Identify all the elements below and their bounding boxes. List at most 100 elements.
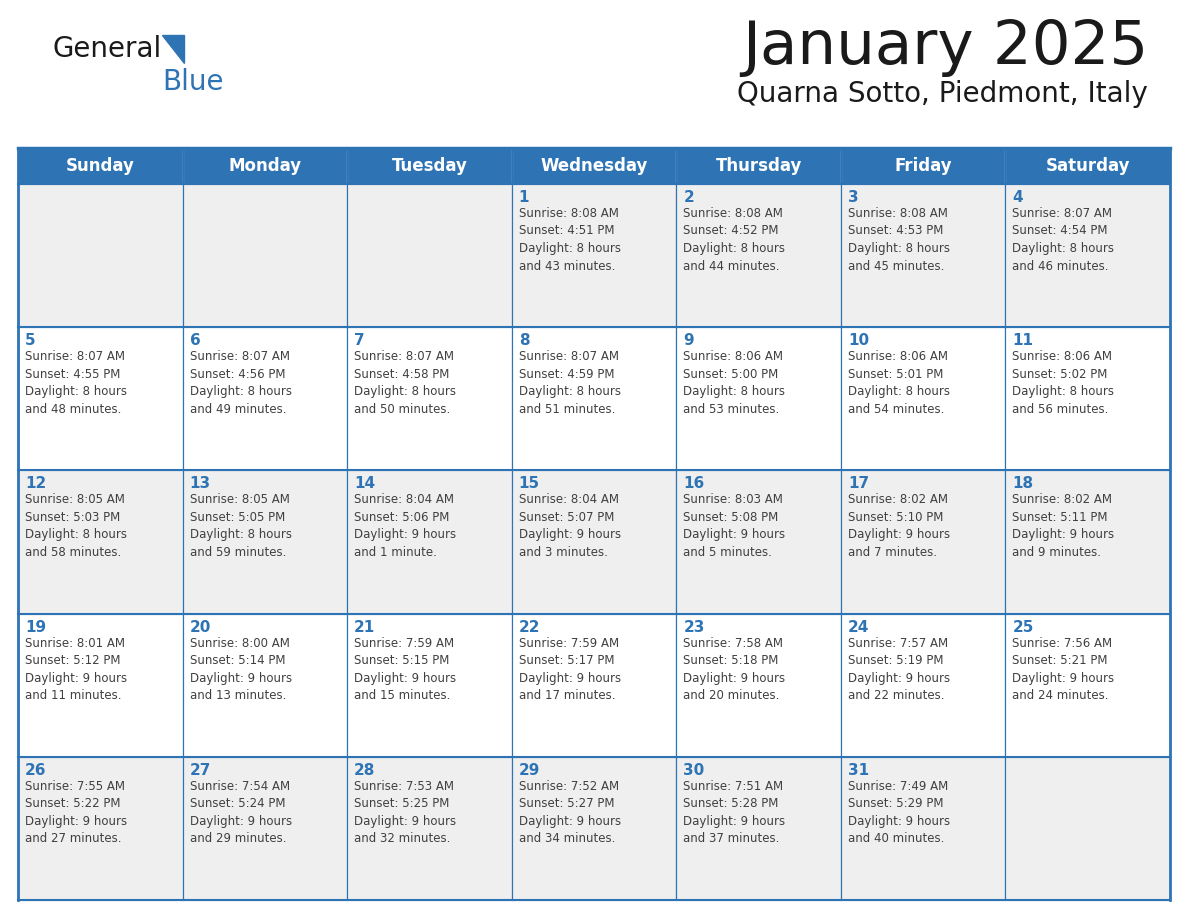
- Text: 4: 4: [1012, 190, 1023, 205]
- Text: Sunrise: 7:58 AM
Sunset: 5:18 PM
Daylight: 9 hours
and 20 minutes.: Sunrise: 7:58 AM Sunset: 5:18 PM Dayligh…: [683, 636, 785, 702]
- Text: Sunrise: 8:08 AM
Sunset: 4:51 PM
Daylight: 8 hours
and 43 minutes.: Sunrise: 8:08 AM Sunset: 4:51 PM Dayligh…: [519, 207, 620, 273]
- Text: Sunrise: 8:08 AM
Sunset: 4:53 PM
Daylight: 8 hours
and 45 minutes.: Sunrise: 8:08 AM Sunset: 4:53 PM Dayligh…: [848, 207, 950, 273]
- Bar: [1005, 327, 1170, 470]
- Text: Sunrise: 8:08 AM
Sunset: 4:52 PM
Daylight: 8 hours
and 44 minutes.: Sunrise: 8:08 AM Sunset: 4:52 PM Dayligh…: [683, 207, 785, 273]
- Text: 18: 18: [1012, 476, 1034, 491]
- Bar: [347, 756, 512, 900]
- Bar: [18, 756, 183, 900]
- Text: Sunrise: 8:03 AM
Sunset: 5:08 PM
Daylight: 9 hours
and 5 minutes.: Sunrise: 8:03 AM Sunset: 5:08 PM Dayligh…: [683, 493, 785, 559]
- Text: 11: 11: [1012, 333, 1034, 348]
- Text: Sunrise: 8:04 AM
Sunset: 5:07 PM
Daylight: 9 hours
and 3 minutes.: Sunrise: 8:04 AM Sunset: 5:07 PM Dayligh…: [519, 493, 621, 559]
- Text: Sunrise: 8:04 AM
Sunset: 5:06 PM
Daylight: 9 hours
and 1 minute.: Sunrise: 8:04 AM Sunset: 5:06 PM Dayligh…: [354, 493, 456, 559]
- Text: Wednesday: Wednesday: [541, 157, 647, 175]
- Bar: [841, 756, 1005, 900]
- Text: Monday: Monday: [228, 157, 302, 175]
- Text: Sunrise: 8:02 AM
Sunset: 5:11 PM
Daylight: 9 hours
and 9 minutes.: Sunrise: 8:02 AM Sunset: 5:11 PM Dayligh…: [1012, 493, 1114, 559]
- Bar: [347, 327, 512, 470]
- Text: 12: 12: [25, 476, 46, 491]
- Text: Blue: Blue: [162, 68, 223, 96]
- Text: Sunrise: 7:56 AM
Sunset: 5:21 PM
Daylight: 9 hours
and 24 minutes.: Sunrise: 7:56 AM Sunset: 5:21 PM Dayligh…: [1012, 636, 1114, 702]
- Bar: [183, 613, 347, 756]
- Text: 16: 16: [683, 476, 704, 491]
- Text: 5: 5: [25, 333, 36, 348]
- Text: Sunrise: 8:05 AM
Sunset: 5:03 PM
Daylight: 8 hours
and 58 minutes.: Sunrise: 8:05 AM Sunset: 5:03 PM Dayligh…: [25, 493, 127, 559]
- Text: Sunrise: 7:51 AM
Sunset: 5:28 PM
Daylight: 9 hours
and 37 minutes.: Sunrise: 7:51 AM Sunset: 5:28 PM Dayligh…: [683, 779, 785, 845]
- Text: 19: 19: [25, 620, 46, 634]
- Text: 31: 31: [848, 763, 868, 778]
- Text: 1: 1: [519, 190, 529, 205]
- Text: Sunrise: 8:07 AM
Sunset: 4:54 PM
Daylight: 8 hours
and 46 minutes.: Sunrise: 8:07 AM Sunset: 4:54 PM Dayligh…: [1012, 207, 1114, 273]
- Text: Sunrise: 8:01 AM
Sunset: 5:12 PM
Daylight: 9 hours
and 11 minutes.: Sunrise: 8:01 AM Sunset: 5:12 PM Dayligh…: [25, 636, 127, 702]
- Bar: [1005, 148, 1170, 184]
- Text: 30: 30: [683, 763, 704, 778]
- Bar: [183, 470, 347, 613]
- Bar: [183, 756, 347, 900]
- Bar: [18, 184, 183, 327]
- Text: Saturday: Saturday: [1045, 157, 1130, 175]
- Bar: [841, 327, 1005, 470]
- Text: 21: 21: [354, 620, 375, 634]
- Text: 24: 24: [848, 620, 870, 634]
- Bar: [841, 613, 1005, 756]
- Text: Sunrise: 8:07 AM
Sunset: 4:59 PM
Daylight: 8 hours
and 51 minutes.: Sunrise: 8:07 AM Sunset: 4:59 PM Dayligh…: [519, 350, 620, 416]
- Text: 9: 9: [683, 333, 694, 348]
- Text: 10: 10: [848, 333, 868, 348]
- Bar: [347, 184, 512, 327]
- Bar: [347, 470, 512, 613]
- Text: 15: 15: [519, 476, 539, 491]
- Bar: [18, 613, 183, 756]
- Text: 14: 14: [354, 476, 375, 491]
- Bar: [512, 184, 676, 327]
- Text: Sunrise: 7:59 AM
Sunset: 5:15 PM
Daylight: 9 hours
and 15 minutes.: Sunrise: 7:59 AM Sunset: 5:15 PM Dayligh…: [354, 636, 456, 702]
- Bar: [512, 613, 676, 756]
- Bar: [18, 470, 183, 613]
- Text: 26: 26: [25, 763, 46, 778]
- Text: 3: 3: [848, 190, 859, 205]
- Bar: [512, 470, 676, 613]
- Text: 27: 27: [190, 763, 211, 778]
- Bar: [676, 613, 841, 756]
- Text: 6: 6: [190, 333, 201, 348]
- Text: Sunday: Sunday: [65, 157, 134, 175]
- Text: Sunrise: 8:05 AM
Sunset: 5:05 PM
Daylight: 8 hours
and 59 minutes.: Sunrise: 8:05 AM Sunset: 5:05 PM Dayligh…: [190, 493, 291, 559]
- Text: 13: 13: [190, 476, 210, 491]
- Text: 29: 29: [519, 763, 541, 778]
- Text: Quarna Sotto, Piedmont, Italy: Quarna Sotto, Piedmont, Italy: [738, 80, 1148, 108]
- Bar: [841, 470, 1005, 613]
- Bar: [18, 327, 183, 470]
- Text: 23: 23: [683, 620, 704, 634]
- Text: 2: 2: [683, 190, 694, 205]
- Text: Sunrise: 7:59 AM
Sunset: 5:17 PM
Daylight: 9 hours
and 17 minutes.: Sunrise: 7:59 AM Sunset: 5:17 PM Dayligh…: [519, 636, 621, 702]
- Bar: [841, 184, 1005, 327]
- Text: Sunrise: 7:53 AM
Sunset: 5:25 PM
Daylight: 9 hours
and 32 minutes.: Sunrise: 7:53 AM Sunset: 5:25 PM Dayligh…: [354, 779, 456, 845]
- Text: Sunrise: 7:54 AM
Sunset: 5:24 PM
Daylight: 9 hours
and 29 minutes.: Sunrise: 7:54 AM Sunset: 5:24 PM Dayligh…: [190, 779, 292, 845]
- Text: Sunrise: 8:06 AM
Sunset: 5:01 PM
Daylight: 8 hours
and 54 minutes.: Sunrise: 8:06 AM Sunset: 5:01 PM Dayligh…: [848, 350, 950, 416]
- Text: 28: 28: [354, 763, 375, 778]
- Text: Sunrise: 8:07 AM
Sunset: 4:55 PM
Daylight: 8 hours
and 48 minutes.: Sunrise: 8:07 AM Sunset: 4:55 PM Dayligh…: [25, 350, 127, 416]
- Bar: [347, 148, 512, 184]
- Bar: [512, 756, 676, 900]
- Text: Sunrise: 8:07 AM
Sunset: 4:58 PM
Daylight: 8 hours
and 50 minutes.: Sunrise: 8:07 AM Sunset: 4:58 PM Dayligh…: [354, 350, 456, 416]
- Text: Sunrise: 8:00 AM
Sunset: 5:14 PM
Daylight: 9 hours
and 13 minutes.: Sunrise: 8:00 AM Sunset: 5:14 PM Dayligh…: [190, 636, 292, 702]
- Bar: [1005, 613, 1170, 756]
- Text: Sunrise: 7:55 AM
Sunset: 5:22 PM
Daylight: 9 hours
and 27 minutes.: Sunrise: 7:55 AM Sunset: 5:22 PM Dayligh…: [25, 779, 127, 845]
- Bar: [183, 327, 347, 470]
- Bar: [18, 148, 183, 184]
- Text: 20: 20: [190, 620, 211, 634]
- Bar: [676, 470, 841, 613]
- Bar: [676, 327, 841, 470]
- Text: January 2025: January 2025: [741, 18, 1148, 77]
- Bar: [841, 148, 1005, 184]
- Bar: [676, 184, 841, 327]
- Text: General: General: [52, 35, 162, 63]
- Bar: [1005, 756, 1170, 900]
- Bar: [676, 756, 841, 900]
- Text: 7: 7: [354, 333, 365, 348]
- Text: Sunrise: 7:57 AM
Sunset: 5:19 PM
Daylight: 9 hours
and 22 minutes.: Sunrise: 7:57 AM Sunset: 5:19 PM Dayligh…: [848, 636, 950, 702]
- Text: Sunrise: 7:52 AM
Sunset: 5:27 PM
Daylight: 9 hours
and 34 minutes.: Sunrise: 7:52 AM Sunset: 5:27 PM Dayligh…: [519, 779, 621, 845]
- Text: 22: 22: [519, 620, 541, 634]
- Bar: [1005, 184, 1170, 327]
- Text: Sunrise: 8:07 AM
Sunset: 4:56 PM
Daylight: 8 hours
and 49 minutes.: Sunrise: 8:07 AM Sunset: 4:56 PM Dayligh…: [190, 350, 291, 416]
- Text: Sunrise: 7:49 AM
Sunset: 5:29 PM
Daylight: 9 hours
and 40 minutes.: Sunrise: 7:49 AM Sunset: 5:29 PM Dayligh…: [848, 779, 950, 845]
- Polygon shape: [162, 35, 184, 63]
